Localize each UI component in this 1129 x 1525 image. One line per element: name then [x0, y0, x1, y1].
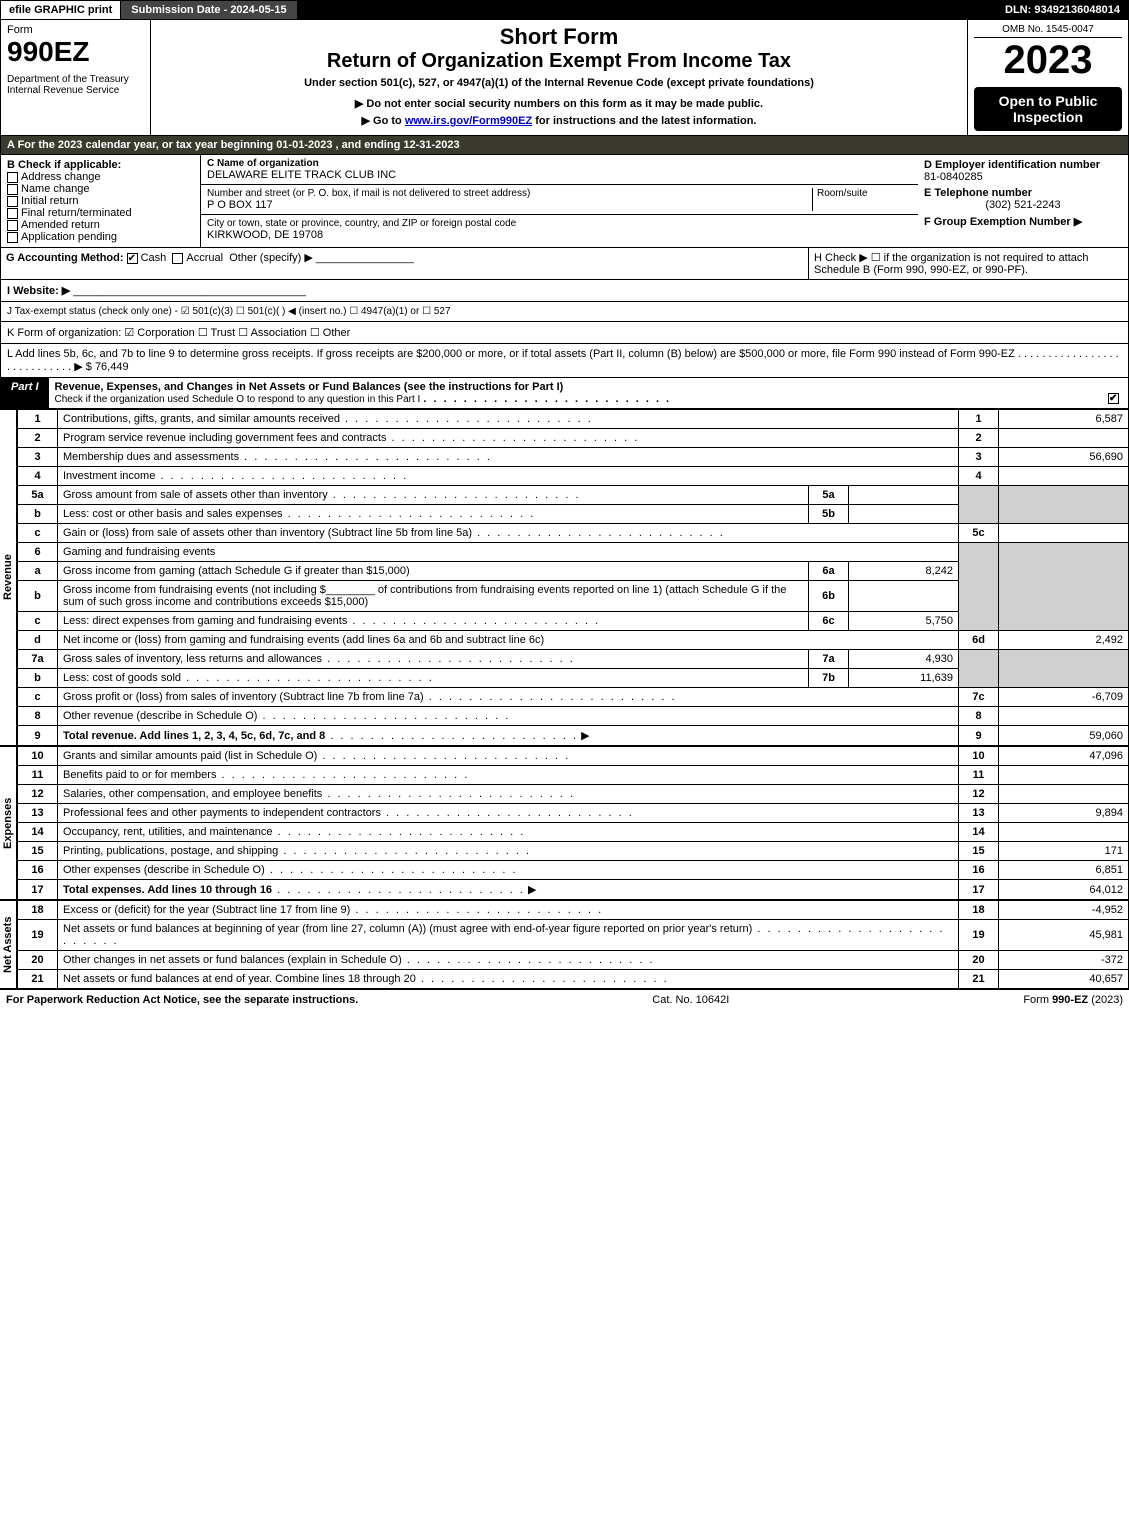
- dept-label: Department of the Treasury Internal Reve…: [7, 74, 144, 96]
- section-def: D Employer identification number 81-0840…: [918, 155, 1128, 247]
- header-left: Form 990EZ Department of the Treasury In…: [1, 20, 151, 135]
- irs-link[interactable]: www.irs.gov/Form990EZ: [405, 115, 532, 127]
- return-title: Return of Organization Exempt From Incom…: [157, 50, 961, 73]
- revenue-group: Revenue 1Contributions, gifts, grants, a…: [0, 409, 1129, 746]
- omb-number: OMB No. 1545-0047: [974, 24, 1122, 38]
- b-opt-name: Name change: [7, 183, 194, 195]
- checkbox-icon[interactable]: [7, 196, 18, 207]
- room-label: Room/suite: [812, 188, 912, 211]
- under-section: Under section 501(c), 527, or 4947(a)(1)…: [157, 77, 961, 89]
- b-opt-address: Address change: [7, 171, 194, 183]
- netassets-table: 18Excess or (deficit) for the year (Subt…: [17, 900, 1129, 989]
- b-opt-final: Final return/terminated: [7, 207, 194, 219]
- header-right: OMB No. 1545-0047 2023 Open to Public In…: [968, 20, 1128, 135]
- j-line: J Tax-exempt status (check only one) - ☑…: [0, 302, 1129, 322]
- tax-year: 2023: [974, 38, 1122, 83]
- c-label: C Name of organization: [207, 158, 912, 169]
- k-line: K Form of organization: ☑ Corporation ☐ …: [0, 322, 1129, 344]
- form-number: 990EZ: [7, 36, 144, 68]
- f-label: F Group Exemption Number ▶: [924, 215, 1122, 228]
- city-label: City or town, state or province, country…: [207, 218, 912, 229]
- e-label: E Telephone number: [924, 187, 1122, 199]
- header-center: Short Form Return of Organization Exempt…: [151, 20, 968, 135]
- i-line: I Website: ▶ ___________________________…: [0, 280, 1129, 302]
- h-line: H Check ▶ ☐ if the organization is not r…: [808, 248, 1128, 279]
- part-i-header: Part I Revenue, Expenses, and Changes in…: [0, 378, 1129, 409]
- city-value: KIRKWOOD, DE 19708: [207, 229, 912, 241]
- part-i-check-line: Check if the organization used Schedule …: [55, 394, 421, 405]
- top-bar: efile GRAPHIC print Submission Date - 20…: [0, 0, 1129, 20]
- part-i-tab: Part I: [1, 378, 49, 408]
- b-opt-amended: Amended return: [7, 219, 194, 231]
- footer-right: Form 990-EZ (2023): [1023, 994, 1123, 1006]
- checkbox-icon[interactable]: [172, 253, 183, 264]
- checkbox-icon[interactable]: [7, 232, 18, 243]
- section-b: B Check if applicable: Address change Na…: [1, 155, 201, 247]
- l-line: L Add lines 5b, 6c, and 7b to line 9 to …: [0, 344, 1129, 378]
- street-label: Number and street (or P. O. box, if mail…: [207, 188, 812, 199]
- phone-value: (302) 521-2243: [924, 199, 1122, 211]
- submission-date: Submission Date - 2024-05-15: [121, 1, 296, 19]
- org-name: DELAWARE ELITE TRACK CLUB INC: [207, 169, 912, 181]
- netassets-group: Net Assets 18Excess or (deficit) for the…: [0, 900, 1129, 989]
- section-c: C Name of organization DELAWARE ELITE TR…: [201, 155, 918, 247]
- open-public-badge: Open to Public Inspection: [974, 87, 1122, 131]
- b-opt-pending: Application pending: [7, 231, 194, 243]
- page-footer: For Paperwork Reduction Act Notice, see …: [0, 989, 1129, 1010]
- checkbox-icon[interactable]: [127, 253, 138, 264]
- g-line: G Accounting Method: Cash Accrual Other …: [1, 248, 808, 279]
- ssn-warning: ▶ Do not enter social security numbers o…: [157, 97, 961, 110]
- ein-value: 81-0840285: [924, 171, 1122, 183]
- checkbox-icon[interactable]: [7, 184, 18, 195]
- revenue-table: 1Contributions, gifts, grants, and simil…: [17, 409, 1129, 746]
- checkbox-icon[interactable]: [7, 220, 18, 231]
- efile-label[interactable]: efile GRAPHIC print: [1, 1, 121, 19]
- footer-left: For Paperwork Reduction Act Notice, see …: [6, 994, 358, 1006]
- expenses-table: 10Grants and similar amounts paid (list …: [17, 746, 1129, 900]
- form-word: Form: [7, 24, 144, 36]
- expenses-label: Expenses: [0, 746, 17, 900]
- goto-line: ▶ Go to www.irs.gov/Form990EZ for instru…: [157, 114, 961, 127]
- part-i-title: Revenue, Expenses, and Changes in Net As…: [55, 381, 564, 393]
- checkbox-icon[interactable]: [7, 208, 18, 219]
- expenses-group: Expenses 10Grants and similar amounts pa…: [0, 746, 1129, 900]
- checkbox-icon[interactable]: [1108, 393, 1119, 404]
- section-gh: G Accounting Method: Cash Accrual Other …: [0, 248, 1129, 280]
- revenue-label: Revenue: [0, 409, 17, 746]
- section-b-block: B Check if applicable: Address change Na…: [0, 155, 1129, 248]
- b-title: B Check if applicable:: [7, 159, 194, 171]
- checkbox-icon[interactable]: [7, 172, 18, 183]
- street-value: P O BOX 117: [207, 199, 812, 211]
- form-header: Form 990EZ Department of the Treasury In…: [0, 20, 1129, 136]
- b-opt-initial: Initial return: [7, 195, 194, 207]
- section-a: A For the 2023 calendar year, or tax yea…: [0, 136, 1129, 155]
- dln-label: DLN: 93492136048014: [997, 1, 1128, 19]
- netassets-label: Net Assets: [0, 900, 17, 989]
- short-form-title: Short Form: [157, 24, 961, 50]
- d-label: D Employer identification number: [924, 159, 1122, 171]
- footer-catno: Cat. No. 10642I: [652, 994, 729, 1006]
